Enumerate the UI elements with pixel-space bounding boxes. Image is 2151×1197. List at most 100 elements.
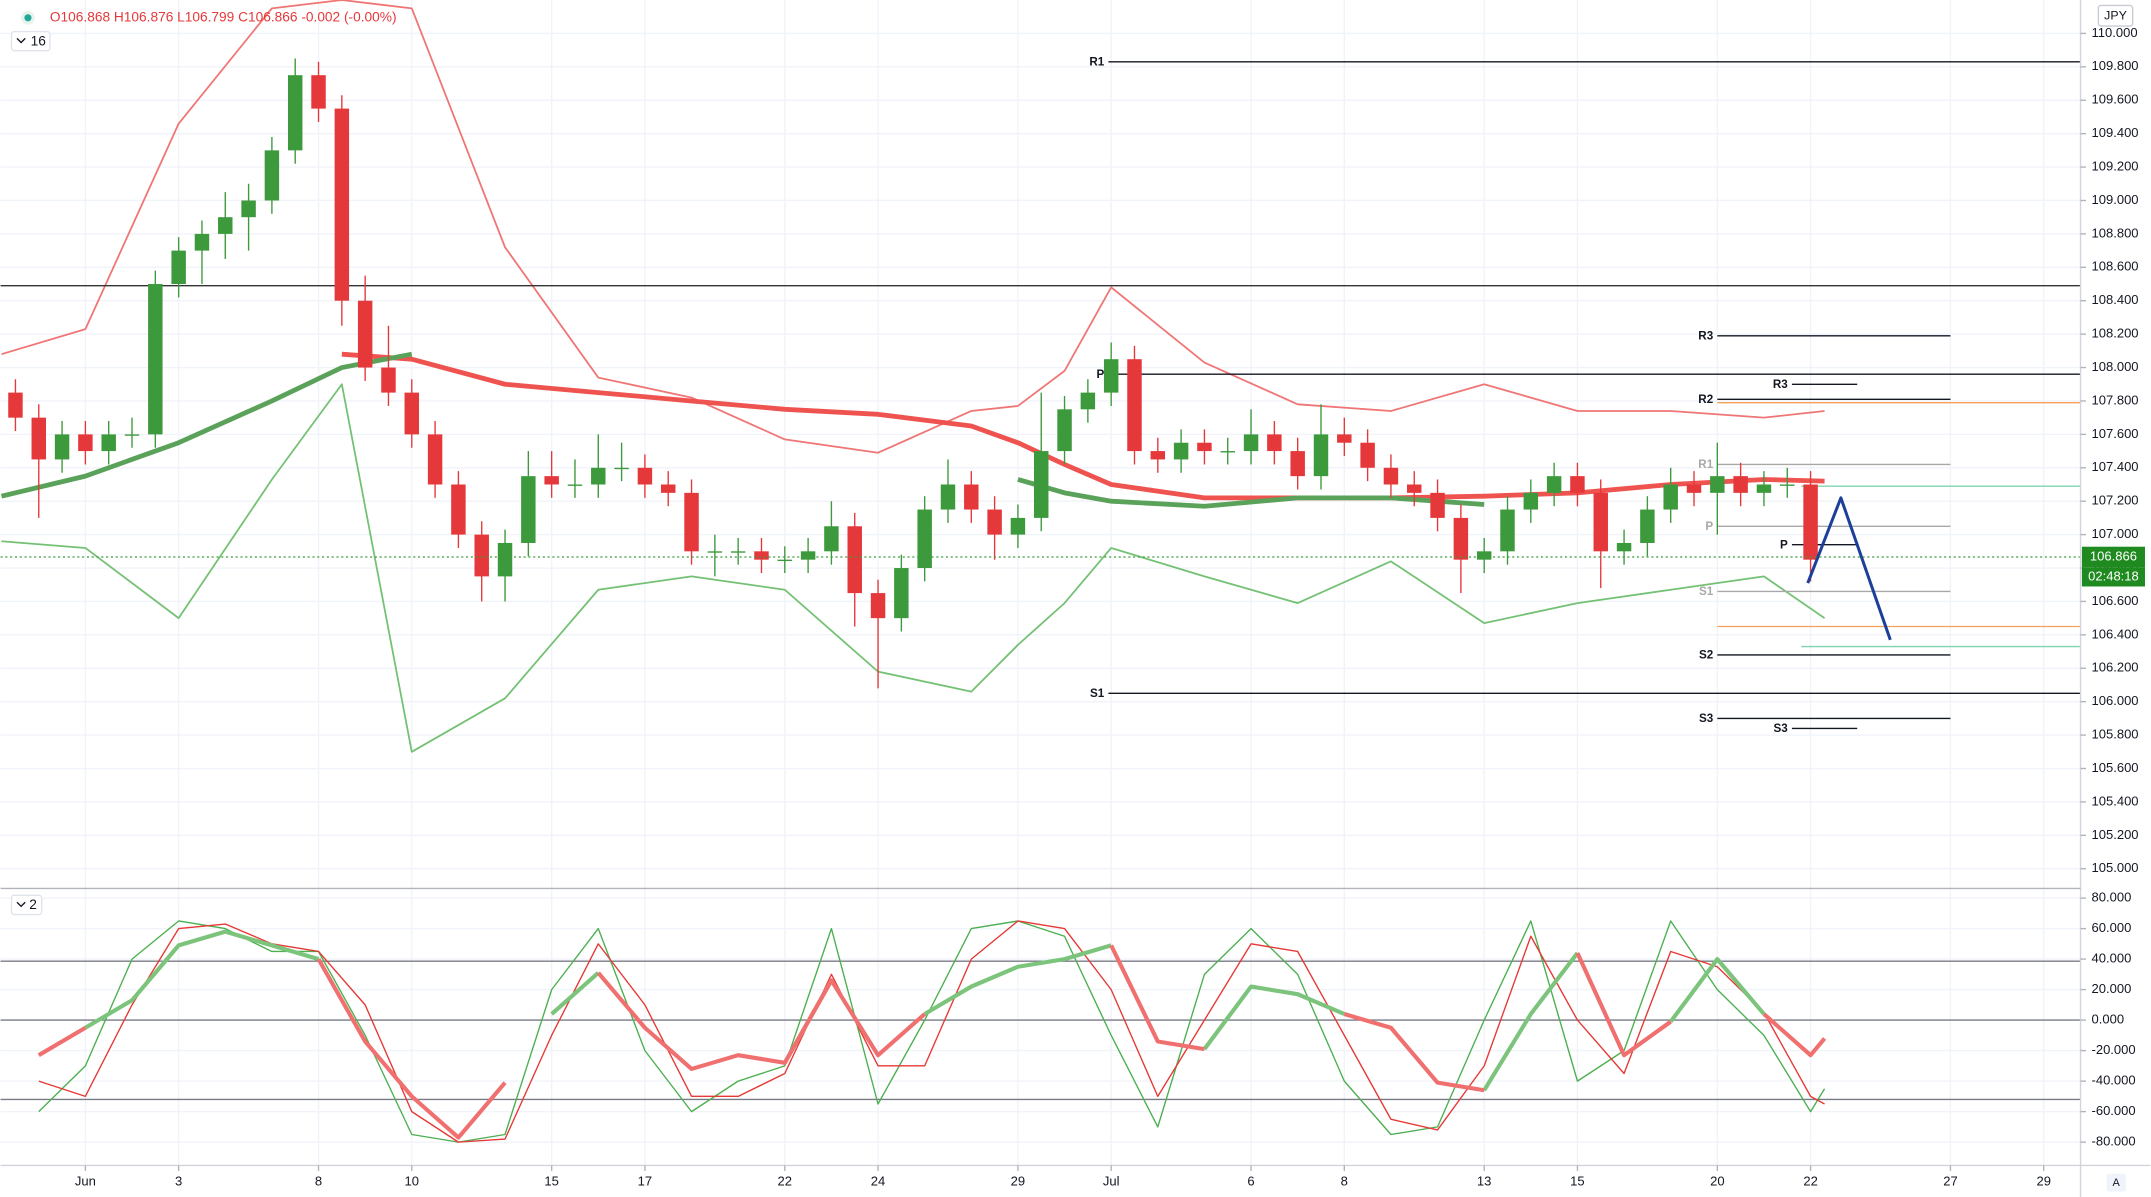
- pivot-label: S1: [1699, 585, 1714, 598]
- x-tick-label: 20: [1710, 1173, 1724, 1188]
- candle-body: [1430, 492, 1445, 518]
- candle-body: [1057, 409, 1072, 452]
- candle-body: [1197, 442, 1212, 452]
- x-tick-label: 29: [2036, 1173, 2050, 1188]
- header: O106.868 H106.876 L106.799 C106.866 -0.0…: [10, 4, 2145, 1192]
- x-tick-label: 6: [1247, 1173, 1254, 1188]
- candle-body: [521, 476, 536, 543]
- forecast-line: [1806, 496, 1892, 641]
- x-tick-label: 17: [638, 1173, 652, 1188]
- x-tick-label: Jul: [1103, 1173, 1120, 1188]
- candle-body: [684, 492, 699, 552]
- candle-body: [1243, 434, 1259, 452]
- price-tag-label: 106.866: [2090, 548, 2137, 563]
- y-tick-label: 106.400: [2092, 626, 2139, 641]
- candle-body: [894, 568, 909, 619]
- candle-body: [148, 284, 163, 435]
- chevron: [16, 37, 26, 44]
- candle-body: [194, 233, 210, 251]
- y-tick-label: 107.200: [2092, 493, 2139, 508]
- y-tick-label: 109.600: [2092, 92, 2139, 107]
- y-tick-label: 108.000: [2092, 359, 2139, 374]
- currency-button[interactable]: [2097, 4, 2134, 27]
- candle-body: [357, 300, 373, 368]
- indicator-count: 2: [29, 897, 37, 912]
- x-tick-label: Jun: [75, 1173, 96, 1188]
- candle-body: [824, 526, 839, 552]
- y-tick-label: -60.000: [2092, 1103, 2136, 1118]
- overlay-line: [1, 0, 1825, 454]
- pivot-label: P: [1096, 368, 1104, 381]
- candle-body: [1313, 434, 1329, 477]
- y-tick-label: 105.200: [2092, 827, 2139, 842]
- countdown-label: 02:48:18: [2088, 568, 2139, 583]
- candle-body: [1103, 359, 1119, 393]
- auto-scale-button[interactable]: [2106, 1173, 2126, 1192]
- oscillator-line: [38, 920, 1826, 1143]
- x-tick-label: 22: [1803, 1173, 1817, 1188]
- candle-body: [474, 534, 489, 577]
- candle-body: [1686, 484, 1702, 493]
- candle-body: [451, 484, 466, 535]
- y-tick-label: 110.000: [2092, 25, 2138, 40]
- candle-body: [1173, 442, 1189, 460]
- y-tick-label: 105.600: [2092, 760, 2139, 775]
- y-tick-label: 109.800: [2092, 58, 2139, 73]
- x-tick-label: 13: [1477, 1173, 1491, 1188]
- y-tick-label: 108.600: [2092, 259, 2139, 274]
- candle-body: [987, 509, 1002, 535]
- y-tick-label: 107.000: [2092, 526, 2139, 541]
- indicator-toggle[interactable]: [10, 30, 51, 52]
- candle-body: [917, 509, 932, 569]
- y-tick-label: 60.000: [2092, 920, 2132, 935]
- candle-body: [241, 200, 256, 218]
- candle-body: [1407, 484, 1422, 493]
- candle-body: [1360, 442, 1375, 468]
- x-tick-label: 29: [1011, 1173, 1025, 1188]
- x-tick-label: 8: [315, 1173, 322, 1188]
- candle-body: [54, 434, 70, 460]
- candle-body: [124, 434, 140, 436]
- candle-body: [754, 551, 769, 560]
- pivot-label: R1: [1698, 458, 1713, 471]
- indicator-toggle[interactable]: [10, 894, 43, 916]
- pivot-label: P: [1780, 538, 1788, 551]
- y-tick-label: 105.000: [2092, 860, 2139, 875]
- y-tick-label: 107.600: [2092, 426, 2139, 441]
- x-tick-label: 8: [1341, 1173, 1348, 1188]
- candle-body: [1663, 484, 1678, 510]
- candle-body: [1570, 476, 1585, 493]
- candle-body: [637, 467, 653, 485]
- chevron: [16, 901, 26, 908]
- candle-body: [1546, 476, 1562, 493]
- candle-body: [1803, 484, 1818, 560]
- y-tick-label: 0.000: [2092, 1012, 2125, 1027]
- pivot-label: S3: [1699, 712, 1714, 725]
- y-tick-label: 105.400: [2092, 793, 2139, 808]
- candle-body: [567, 484, 583, 486]
- candle-body: [1500, 509, 1515, 552]
- candle-body: [730, 551, 746, 553]
- pivot-label: S2: [1699, 649, 1714, 662]
- candle-body: [1127, 359, 1142, 452]
- y-tick-label: -20.000: [2092, 1042, 2136, 1057]
- countdown-tag: [2081, 567, 2145, 587]
- x-tick-label: 10: [405, 1173, 419, 1188]
- candle-body: [1383, 467, 1399, 485]
- candle-body: [964, 484, 979, 510]
- candle-body: [777, 559, 793, 562]
- overlay-line: [1, 383, 1826, 753]
- y-tick-label: 107.400: [2092, 459, 2139, 474]
- oscillator-line: [38, 920, 1825, 1143]
- y-tick-label: 106.200: [2092, 660, 2139, 675]
- candle-body: [497, 542, 513, 577]
- pivot-label: S3: [1774, 722, 1789, 735]
- x-tick-label: 22: [778, 1173, 792, 1188]
- ohlc-legend: O106.868 H106.876 L106.799 C106.866 -0.0…: [50, 9, 397, 24]
- y-tick-label: 108.200: [2092, 326, 2139, 341]
- candle-body: [544, 476, 559, 485]
- candle-body: [1593, 492, 1608, 552]
- candle-body: [1616, 542, 1632, 552]
